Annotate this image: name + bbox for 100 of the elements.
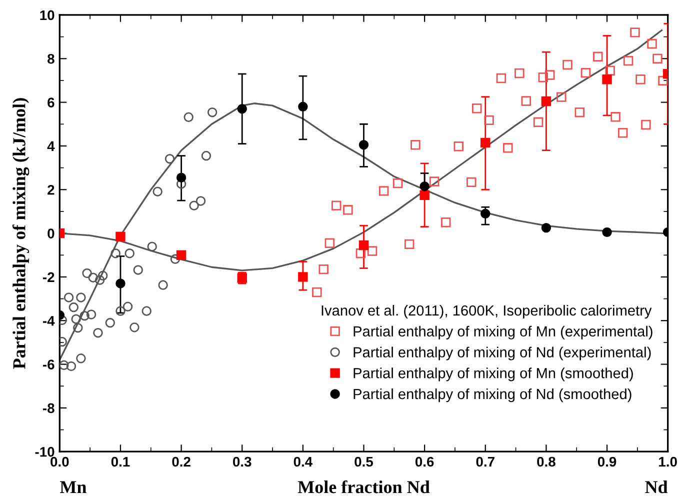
point (318, 264, 328, 274)
x-tick-label: 0.1 (111, 456, 130, 467)
point (440, 218, 451, 228)
point (356, 248, 366, 258)
point (324, 238, 335, 248)
legend-label: Partial enthalpy of mixing of Nd (experimental) (354, 346, 651, 360)
point (544, 70, 555, 80)
point (392, 178, 403, 188)
x-tick-label: 0.2 (172, 456, 190, 467)
point (201, 150, 212, 161)
point (562, 60, 572, 70)
point (110, 248, 120, 258)
point (116, 232, 126, 242)
point (623, 56, 634, 66)
point (158, 280, 168, 290)
x-tick-label: 1.0 (659, 456, 677, 467)
point (298, 102, 308, 112)
point (647, 38, 657, 49)
point (593, 52, 603, 62)
point (367, 246, 378, 256)
point (602, 227, 612, 238)
point (130, 322, 140, 332)
x-tick-label: 0.6 (415, 456, 434, 467)
point (142, 306, 152, 316)
point (147, 242, 157, 252)
point (176, 179, 186, 189)
point (60, 360, 69, 370)
y-tick-label: 6 (48, 98, 54, 108)
point (454, 142, 464, 152)
point (68, 302, 79, 312)
x-tick-label: 0.3 (233, 456, 252, 467)
point (82, 268, 92, 278)
x-axis-title: Mole fraction Nd (298, 480, 430, 494)
point (605, 66, 615, 76)
text: Nd (645, 480, 668, 494)
y-tick-label: -6 (42, 360, 54, 370)
point (541, 96, 552, 106)
x-tick-label: 0.0 (50, 456, 69, 467)
point (66, 361, 76, 372)
x-tick-label: 0.8 (537, 456, 556, 467)
point (176, 250, 186, 260)
point (207, 107, 218, 118)
point (298, 272, 308, 282)
point (480, 208, 490, 218)
y-tick-label: 0 (48, 228, 54, 238)
point (602, 74, 612, 84)
point (358, 240, 369, 250)
point (610, 112, 620, 122)
point (538, 72, 548, 82)
legend-title: Ivanov et al. (2011), 1600K, Isoperibolic calorimetry (322, 304, 652, 319)
point (116, 306, 126, 316)
point (152, 186, 162, 196)
x-tick-label: 0.7 (476, 456, 494, 467)
y-tick-label: -4 (42, 316, 55, 326)
point (652, 54, 662, 64)
point (410, 140, 420, 150)
point (556, 92, 566, 102)
y-tick-label: 8 (48, 54, 54, 64)
point (580, 68, 591, 78)
x-tick-label: 0.5 (354, 456, 374, 467)
point (196, 196, 206, 206)
y-tick-label: -2 (42, 272, 54, 282)
point (94, 275, 105, 285)
y-tick-label: -8 (42, 403, 54, 414)
point (641, 120, 651, 130)
point (521, 96, 531, 106)
point (618, 128, 628, 138)
point (466, 177, 476, 188)
point (76, 292, 86, 302)
x-tick-label: 0.9 (598, 456, 616, 467)
point (541, 222, 552, 233)
text: Mn (60, 481, 86, 494)
point (574, 107, 585, 118)
point (630, 28, 640, 38)
point (237, 104, 247, 114)
legend-label: Partial enthalpy of mixing of Nd (smoothed) (354, 388, 632, 402)
point (105, 318, 116, 328)
point (93, 328, 103, 338)
point (122, 302, 133, 312)
point (332, 200, 342, 210)
point (484, 115, 494, 126)
point (503, 143, 513, 153)
x-tick-label: 0.4 (294, 456, 313, 467)
point (86, 310, 96, 320)
y-axis-title: Partial enthalpy of mixing (kJ/mol) (12, 98, 30, 369)
point (378, 186, 389, 196)
point (80, 310, 90, 321)
point (76, 354, 86, 364)
point (514, 68, 524, 78)
point (88, 272, 98, 282)
point (184, 112, 194, 122)
y-tick-label: 4 (47, 141, 55, 151)
y-tick-label: 2 (48, 184, 54, 195)
point (420, 181, 430, 192)
point (133, 265, 143, 275)
point (124, 248, 134, 258)
point (312, 287, 322, 298)
point (116, 278, 126, 288)
point (480, 138, 490, 148)
point (176, 172, 186, 182)
